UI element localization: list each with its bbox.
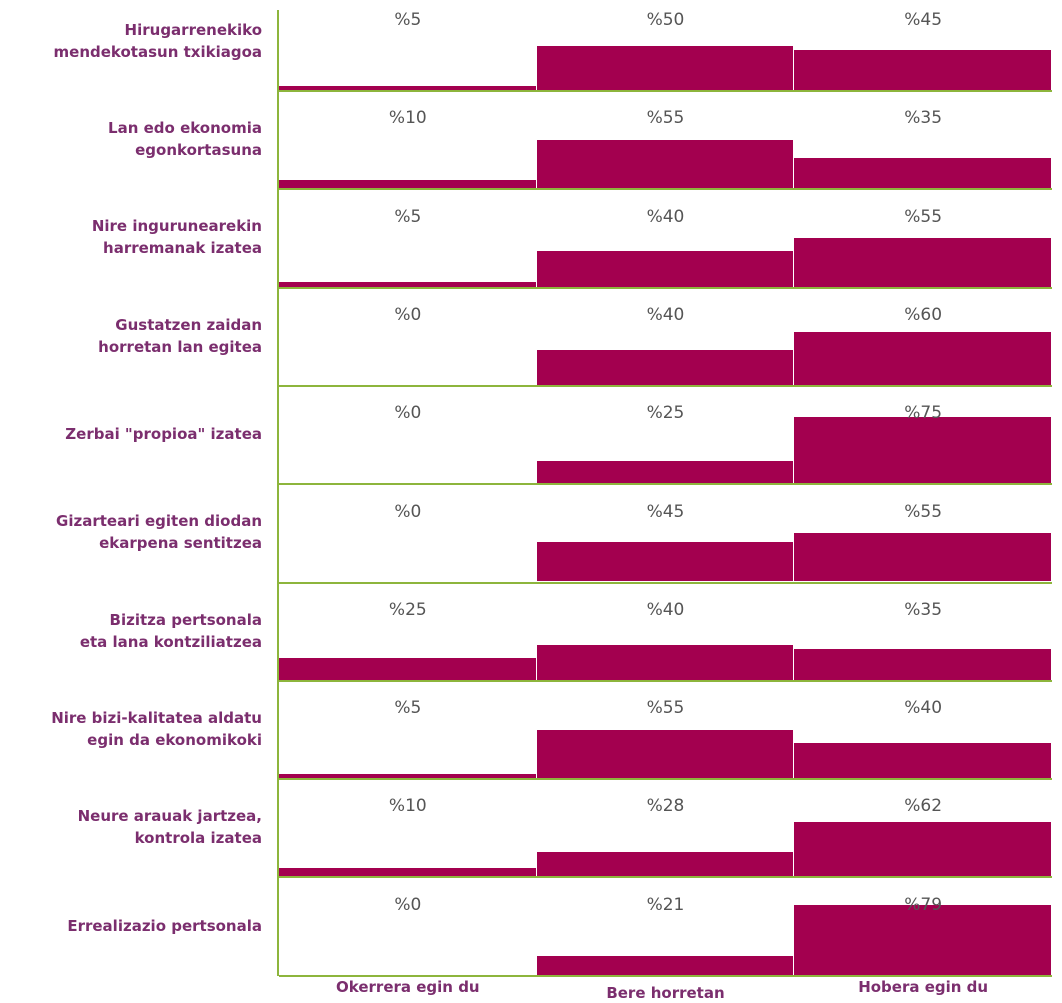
bar (794, 821, 1051, 877)
bar (536, 349, 794, 385)
bar (279, 85, 536, 90)
bar (794, 742, 1051, 779)
value-label: %35 (904, 599, 943, 620)
value-label: %35 (904, 108, 943, 129)
bar (279, 773, 536, 779)
y-axis-line (277, 10, 279, 976)
bar (536, 251, 794, 287)
value-label: %75 (904, 403, 943, 424)
bar (536, 139, 794, 189)
row-line (279, 483, 1052, 486)
value-label: %55 (646, 698, 685, 719)
value-label: %5 (394, 698, 422, 719)
row-label: Nire ingurunearekin harremanak izatea (91, 217, 262, 258)
bar (536, 46, 794, 90)
column-header: Hobera egin du (858, 978, 989, 996)
value-label: %79 (904, 894, 943, 915)
value-label: %45 (646, 501, 685, 522)
bar (794, 417, 1051, 484)
bar (279, 867, 536, 877)
row-line (279, 286, 1052, 289)
row-line (279, 90, 1052, 92)
bar (536, 541, 794, 582)
bar (536, 851, 794, 877)
bar (794, 332, 1051, 385)
value-label: %62 (904, 796, 943, 817)
row-line (279, 876, 1052, 879)
row-label: Lan edo ekonomia egonkortasuna (108, 119, 262, 160)
row-line (279, 188, 1052, 191)
value-label: %55 (904, 206, 943, 227)
bar (536, 956, 794, 975)
value-label: %10 (388, 796, 427, 817)
row-label: Hirugarrenekiko mendekotasun txikiagoa (53, 20, 262, 61)
bar (794, 905, 1051, 975)
value-label: %28 (646, 796, 685, 817)
bar (279, 179, 536, 189)
value-label: %50 (646, 10, 685, 30)
value-label: %0 (394, 501, 422, 522)
row-label: Nire bizi-kalitatea aldatu egin da ekono… (51, 708, 262, 749)
bar (794, 50, 1051, 90)
bar (279, 282, 536, 287)
value-label: %0 (394, 304, 422, 325)
row-line (279, 974, 1052, 977)
value-label: %40 (646, 599, 685, 620)
value-label: %40 (646, 206, 685, 227)
bar (536, 461, 794, 484)
column-header: Bere horretan (606, 984, 725, 1002)
row-label: Zerbai "propioa" izatea (65, 425, 262, 444)
bar (536, 644, 794, 680)
value-label: %5 (394, 206, 422, 227)
value-label: %21 (646, 894, 685, 915)
bar (536, 729, 794, 779)
row-line (279, 384, 1052, 387)
row-label: Bizitza pertsonala eta lana kontziliatze… (79, 610, 262, 651)
row-label: Errealizazio pertsonala (67, 916, 262, 935)
row-label: Neure arauak jartzea, kontrola izatea (77, 807, 262, 848)
bar (794, 238, 1051, 287)
value-label: %45 (904, 10, 943, 30)
bar (794, 157, 1051, 189)
row-label: Gizarteari egiten diodan ekarpena sentit… (56, 512, 262, 553)
bar (279, 657, 536, 680)
value-label: %25 (646, 403, 685, 424)
row-label: Gustatzen zaidan horretan lan egitea (98, 315, 262, 356)
bar (794, 533, 1051, 582)
value-label: %25 (388, 599, 427, 620)
value-label: %0 (394, 403, 422, 424)
row-line (279, 581, 1052, 584)
value-label: %40 (646, 304, 685, 325)
value-label: %60 (904, 304, 943, 325)
value-label: %55 (646, 108, 685, 129)
value-label: %55 (904, 501, 943, 522)
row-line (279, 778, 1052, 781)
bar (794, 649, 1051, 680)
value-label: %5 (394, 10, 422, 30)
value-label: %0 (394, 894, 422, 915)
column-header: Okerrera egin du (336, 978, 480, 996)
value-label: %10 (388, 108, 427, 129)
value-label: %40 (904, 698, 943, 719)
row-line (279, 679, 1052, 682)
